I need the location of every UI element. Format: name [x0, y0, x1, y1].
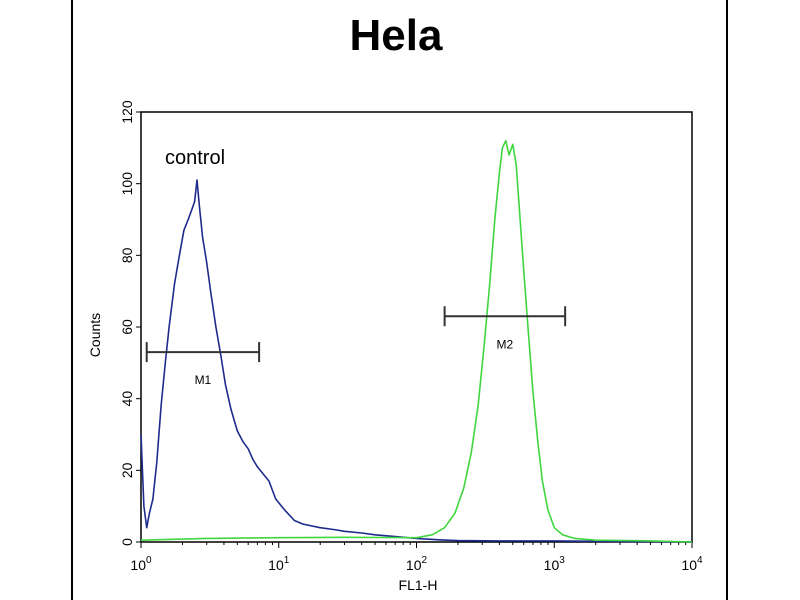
y-axis-label: Counts	[87, 313, 103, 357]
chart-title: Hela	[350, 11, 443, 60]
y-tick-label: 120	[119, 100, 135, 124]
x-tick-label: 102	[406, 555, 428, 573]
marker-m1-label: M1	[195, 373, 212, 387]
x-tick-label: 103	[544, 555, 566, 573]
figure-border-right	[726, 0, 728, 600]
y-tick-label: 40	[119, 391, 135, 407]
plot-area	[140, 111, 693, 543]
series-line-1	[140, 179, 693, 543]
x-tick-label: 101	[268, 555, 290, 573]
control-annotation: control	[165, 147, 225, 169]
series-layer	[140, 139, 693, 543]
y-tick-label: 20	[119, 462, 135, 478]
marker-layer: M1 M2	[145, 306, 567, 387]
y-axis: 0 20 40 60 80 100 120	[119, 100, 141, 546]
marker-m2-label: M2	[497, 337, 514, 351]
y-tick-label: 80	[119, 247, 135, 263]
x-axis-label: FL1-H	[399, 577, 438, 593]
y-tick-label: 0	[119, 538, 135, 546]
series-line-2	[140, 139, 693, 543]
x-axis: 100 101 102 103 104	[130, 542, 703, 573]
x-tick-label: 100	[130, 555, 152, 573]
y-tick-label: 60	[119, 319, 135, 335]
y-tick-label: 100	[119, 172, 135, 196]
figure-border-left	[71, 0, 73, 600]
x-tick-label: 104	[681, 555, 703, 573]
